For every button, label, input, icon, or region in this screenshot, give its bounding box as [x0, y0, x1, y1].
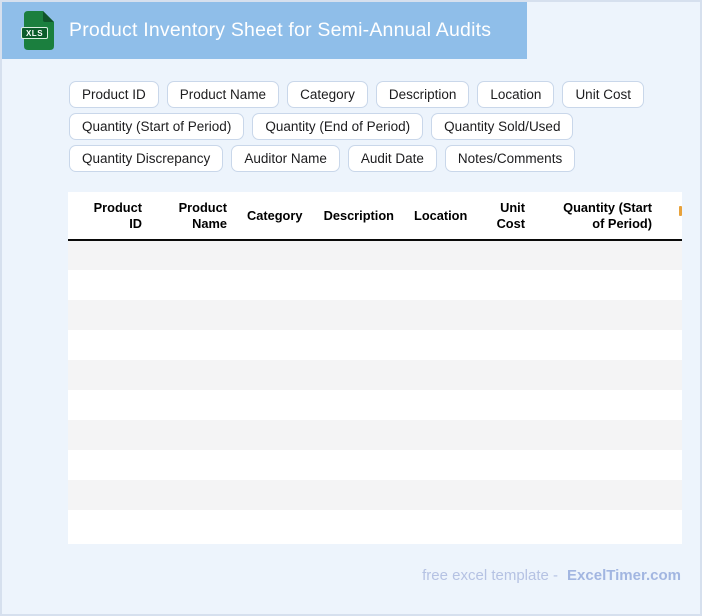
chip-description[interactable]: Description: [375, 81, 470, 108]
table-row-cell: [68, 300, 682, 330]
field-chips: Product ID Product Name Category Descrip…: [69, 81, 689, 177]
table-row: [68, 480, 682, 510]
col-header-unit-cost: Unit Cost: [477, 192, 535, 241]
xls-badge: XLS: [21, 27, 48, 39]
title-bar: XLS Product Inventory Sheet for Semi-Ann…: [2, 2, 527, 59]
chip-location[interactable]: Location: [477, 81, 555, 108]
preview-table: Product ID Product Name Category Descrip…: [68, 192, 682, 540]
chip-row-1: Product ID Product Name Category Descrip…: [69, 81, 689, 108]
table-row-cell: [68, 270, 682, 300]
chip-quantity-start[interactable]: Quantity (Start of Period): [69, 113, 245, 140]
col-header-clipped: [662, 192, 682, 241]
chip-notes-comments[interactable]: Notes/Comments: [444, 145, 576, 172]
col-header-location: Location: [404, 192, 477, 241]
footer-attribution: free excel template - ExcelTimer.com: [422, 567, 681, 584]
chip-audit-date[interactable]: Audit Date: [347, 145, 437, 172]
table-row-cell: [68, 510, 682, 540]
chip-row-2: Quantity (Start of Period) Quantity (End…: [69, 113, 689, 140]
clipped-header-fragment: [679, 206, 682, 216]
table-row: [68, 450, 682, 480]
table-row-cell: [68, 420, 682, 450]
page-title: Product Inventory Sheet for Semi-Annual …: [69, 19, 492, 41]
table-row-cell: [68, 360, 682, 390]
table-row: [68, 510, 682, 540]
chip-quantity-discrepancy[interactable]: Quantity Discrepancy: [69, 145, 224, 172]
table-row: [68, 330, 682, 360]
table-row: [68, 360, 682, 390]
table-row-cell: [68, 480, 682, 510]
chip-unit-cost[interactable]: Unit Cost: [562, 81, 644, 108]
table-row-cell: [68, 450, 682, 480]
chip-product-id[interactable]: Product ID: [69, 81, 159, 108]
table-row: [68, 270, 682, 300]
table-row-cell: [68, 240, 682, 270]
table-header-row: Product ID Product Name Category Descrip…: [68, 192, 682, 241]
footer-text: free excel template -: [422, 567, 559, 584]
col-header-category: Category: [237, 192, 307, 241]
table-row: [68, 240, 682, 270]
table-row-cell: [68, 330, 682, 360]
table-body: [68, 240, 682, 540]
table-row-cell: [68, 390, 682, 420]
table-row: [68, 300, 682, 330]
chip-row-3: Quantity Discrepancy Auditor Name Audit …: [69, 145, 689, 172]
chip-quantity-sold[interactable]: Quantity Sold/Used: [431, 113, 574, 140]
xls-file-icon: XLS: [21, 11, 54, 50]
col-header-product-id: Product ID: [68, 192, 152, 241]
col-header-quantity-start: Quantity (Start of Period): [535, 192, 662, 241]
spreadsheet-preview: Product ID Product Name Category Descrip…: [68, 192, 682, 544]
table-row: [68, 420, 682, 450]
chip-category[interactable]: Category: [287, 81, 368, 108]
col-header-product-name: Product Name: [152, 192, 237, 241]
chip-product-name[interactable]: Product Name: [166, 81, 280, 108]
chip-auditor-name[interactable]: Auditor Name: [231, 145, 340, 172]
col-header-description: Description: [307, 192, 404, 241]
brand-link[interactable]: ExcelTimer.com: [567, 567, 681, 584]
chip-quantity-end[interactable]: Quantity (End of Period): [252, 113, 424, 140]
table-row: [68, 390, 682, 420]
